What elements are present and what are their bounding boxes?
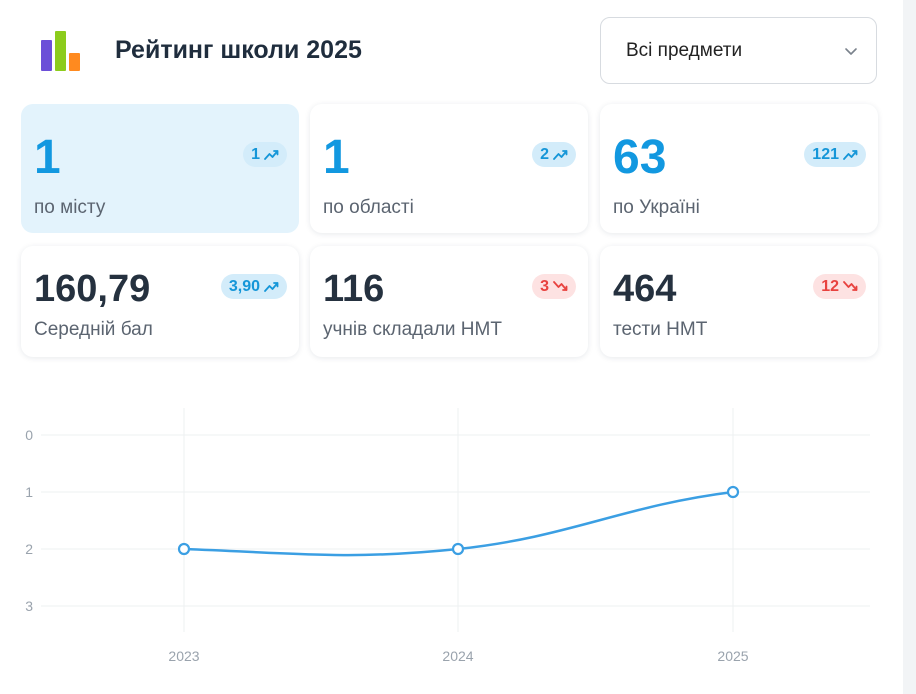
data-point xyxy=(177,542,191,556)
trend-icon xyxy=(264,282,279,292)
trend-badge-value: 1 xyxy=(251,145,260,163)
data-point xyxy=(726,485,740,499)
trend-badge-value: 3,90 xyxy=(228,277,260,295)
trend-badge: 1 xyxy=(243,142,287,167)
stat-value: 1 xyxy=(323,131,350,184)
stat-value: 1 xyxy=(34,131,61,184)
trend-badge: 12 xyxy=(813,274,866,299)
y-tick-label: 2 xyxy=(25,541,33,557)
logo-bar xyxy=(55,31,66,71)
trend-icon xyxy=(843,281,858,291)
subject-select-value: Всі предмети xyxy=(626,40,743,61)
chevron-down-icon xyxy=(845,48,857,55)
stat-label: по області xyxy=(323,197,414,218)
stat-label: учнів складали НМТ xyxy=(323,319,502,340)
y-tick-label: 0 xyxy=(25,427,33,443)
trend-icon xyxy=(553,150,568,160)
trend-badge-value: 3 xyxy=(540,277,549,295)
y-tick-label: 1 xyxy=(25,484,33,500)
subject-select[interactable]: Всі предмети xyxy=(600,17,877,84)
x-tick-label: 2024 xyxy=(442,648,473,664)
stat-value: 116 xyxy=(323,268,385,310)
stat-value: 464 xyxy=(613,268,677,310)
logo-bar xyxy=(41,40,52,71)
stat-card-avg-score: 160,79 3,90 Середній бал xyxy=(21,246,299,357)
stat-label: по Україні xyxy=(613,197,700,218)
x-tick-label: 2023 xyxy=(168,648,199,664)
trend-icon xyxy=(553,281,568,291)
stat-label: тести НМТ xyxy=(613,319,708,340)
trend-badge-value: 12 xyxy=(821,277,839,295)
x-tick-label: 2025 xyxy=(717,648,748,664)
stat-value: 63 xyxy=(613,131,667,184)
stat-value: 160,79 xyxy=(34,268,151,310)
stat-card-region[interactable]: 1 2 по області xyxy=(310,104,588,233)
trend-badge: 3,90 xyxy=(220,274,287,299)
stat-card-ukraine[interactable]: 63 121 по Україні xyxy=(600,104,878,233)
trend-badge-value: 121 xyxy=(812,145,839,163)
stat-label: по місту xyxy=(34,197,106,218)
data-point xyxy=(451,542,465,556)
stat-label: Середній бал xyxy=(34,319,153,340)
trend-badge: 121 xyxy=(804,142,866,167)
stat-card-city[interactable]: 1 1 по місту xyxy=(21,104,299,233)
logo-bar xyxy=(69,53,80,71)
y-tick-label: 3 xyxy=(25,598,33,614)
bar-chart-logo-icon xyxy=(41,31,83,71)
rating-line-chart: 0 1 2 3 2023 2024 2025 xyxy=(25,408,870,664)
page-edge xyxy=(903,0,916,694)
page-title: Рейтинг школи 2025 xyxy=(115,36,362,64)
trend-badge-value: 2 xyxy=(540,145,549,163)
trend-badge: 2 xyxy=(532,142,576,167)
stat-card-students: 116 3 учнів складали НМТ xyxy=(310,246,588,357)
stat-card-tests: 464 12 тести НМТ xyxy=(600,246,878,357)
trend-badge: 3 xyxy=(532,274,576,299)
trend-icon xyxy=(264,150,279,160)
trend-icon xyxy=(843,150,858,160)
